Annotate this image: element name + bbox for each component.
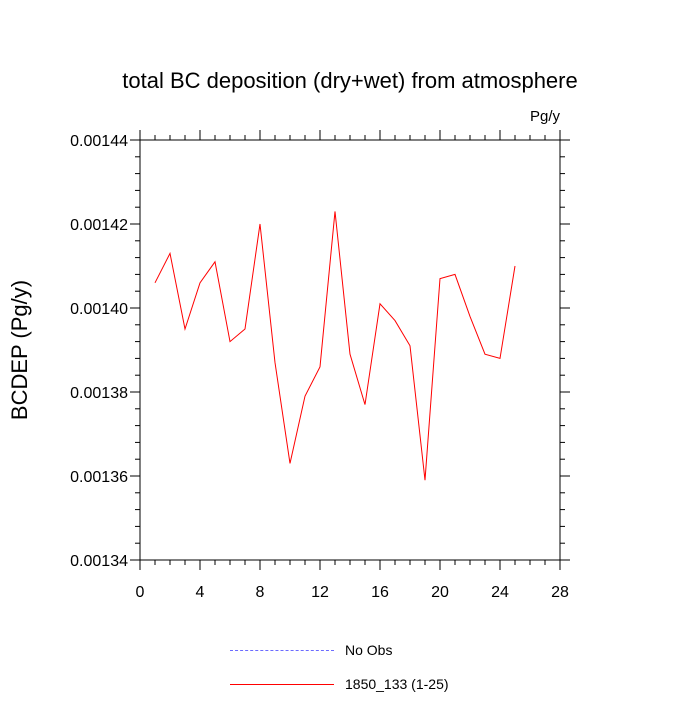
units-label: Pg/y <box>529 108 560 125</box>
y-axis-label: BCDEP (Pg/y) <box>7 279 32 421</box>
x-tick-label: 28 <box>551 584 569 601</box>
y-tick-label: 0.00140 <box>70 301 128 318</box>
x-tick-label: 20 <box>431 584 449 601</box>
x-tick-label: 24 <box>491 584 509 601</box>
x-tick-label: 4 <box>196 584 205 601</box>
tick-labels-layer: 0 4 8 12 16 20 24 28 0.00134 0.00136 0.00138 0.0014… <box>70 133 569 601</box>
x-tick-label: 8 <box>256 584 265 601</box>
y-tick-label: 0.00142 <box>70 217 128 234</box>
legend: No Obs 1850_133 (1-25) <box>230 642 530 710</box>
plot-frame <box>139 139 561 561</box>
x-tick-label: 0 <box>136 584 145 601</box>
y-tick-label: 0.00134 <box>70 553 128 570</box>
legend-item-1850-133: 1850_133 (1-25) <box>230 676 530 710</box>
y-tick-label: 0.00144 <box>70 133 128 150</box>
legend-label: 1850_133 (1-25) <box>345 676 449 692</box>
ticks-layer <box>130 130 570 570</box>
y-tick-label: 0.00138 <box>70 385 128 402</box>
legend-swatch-solid <box>230 684 334 685</box>
legend-item-no-obs: No Obs <box>230 642 530 676</box>
y-tick-label: 0.00136 <box>70 469 128 486</box>
series-line-1850-133 <box>154 211 516 481</box>
chart-title: total BC deposition (dry+wet) from atmos… <box>122 68 578 93</box>
x-tick-label: 12 <box>311 584 329 601</box>
x-tick-label: 16 <box>371 584 389 601</box>
legend-label: No Obs <box>345 642 393 658</box>
legend-swatch-dashed <box>230 650 334 651</box>
